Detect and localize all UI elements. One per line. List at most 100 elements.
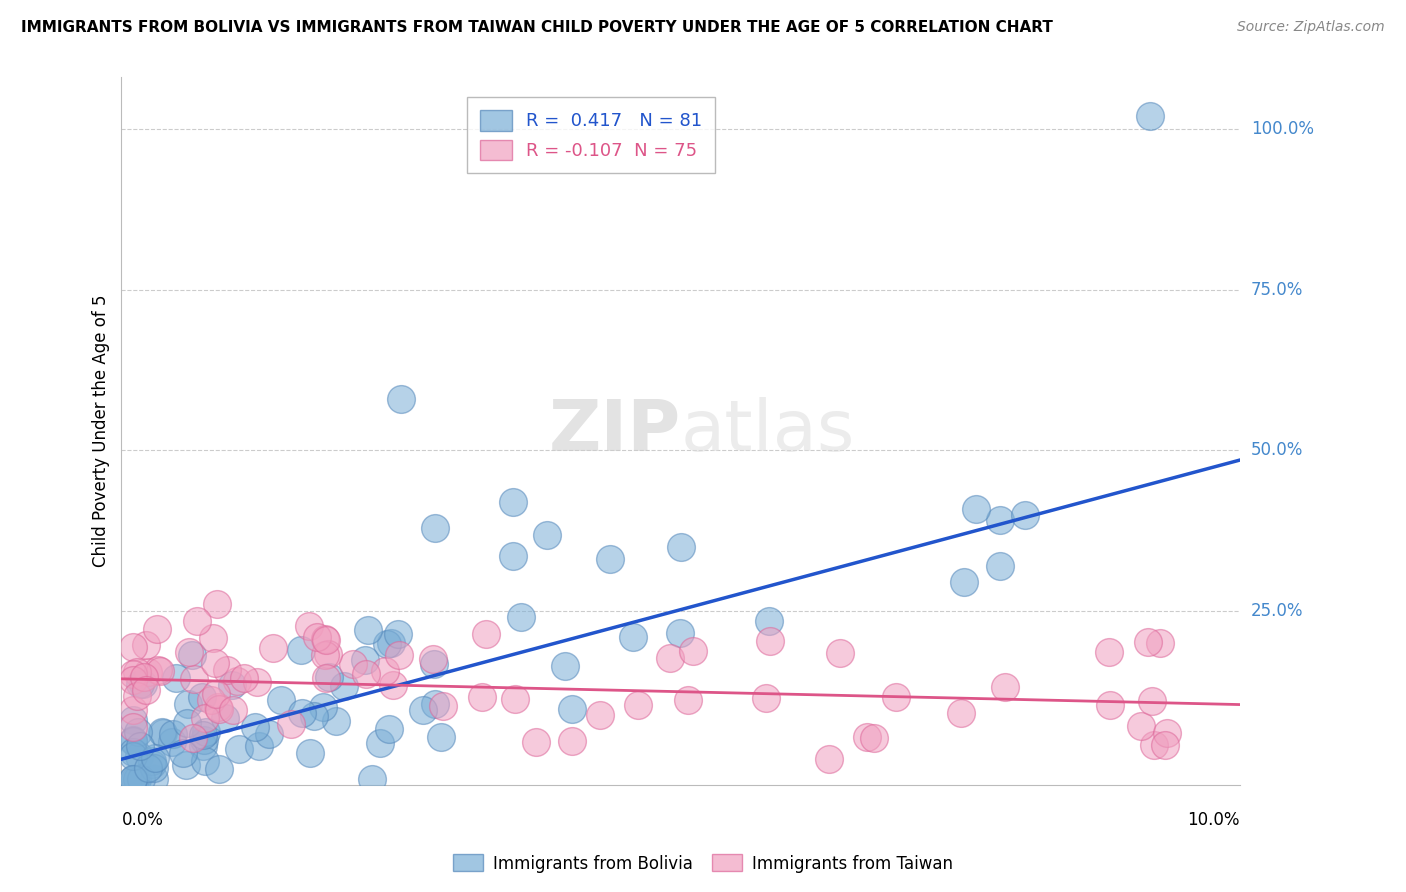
Point (1149, 636, 1171, 650)
Point (143, 750, 166, 764)
Point (128, 677, 150, 691)
Point (1129, 719, 1152, 733)
Point (121, 733, 143, 747)
Point (149, 665, 172, 679)
Point (314, 632, 336, 646)
Point (475, 627, 498, 641)
Point (270, 693, 292, 707)
Point (121, 666, 143, 681)
Point (1136, 635, 1159, 649)
Point (165, 671, 187, 685)
Point (1140, 693, 1163, 707)
Point (194, 754, 217, 768)
Point (430, 730, 453, 744)
Point (226, 673, 249, 688)
Point (524, 735, 547, 749)
Point (121, 673, 143, 688)
Text: ZIP: ZIP (548, 397, 681, 466)
Point (121, 772, 143, 786)
Point (121, 703, 143, 717)
Point (855, 730, 877, 744)
Point (755, 690, 778, 705)
Point (132, 677, 155, 691)
Point (195, 725, 218, 739)
Point (177, 698, 200, 712)
Point (191, 728, 214, 742)
Point (243, 720, 266, 734)
Point (176, 716, 198, 731)
Point (205, 687, 228, 701)
Point (193, 733, 215, 747)
Point (422, 652, 444, 666)
Point (377, 638, 399, 652)
Point (135, 638, 157, 652)
Point (222, 703, 245, 717)
Point (658, 650, 681, 665)
Point (949, 706, 972, 720)
Point (202, 631, 225, 645)
Point (387, 627, 409, 641)
Point (172, 747, 194, 761)
Point (325, 714, 347, 728)
Text: 10.0%: 10.0% (1187, 811, 1240, 829)
Point (124, 772, 146, 786)
Point (388, 648, 411, 662)
Point (298, 619, 321, 633)
Point (204, 657, 226, 671)
Point (503, 691, 526, 706)
Point (246, 674, 269, 689)
Point (174, 757, 197, 772)
Point (863, 731, 886, 745)
Point (536, 527, 558, 541)
Point (342, 657, 364, 671)
Point (315, 632, 337, 647)
Point (257, 727, 280, 741)
Point (502, 549, 524, 563)
Point (378, 722, 401, 736)
Point (361, 772, 384, 786)
Point (290, 643, 312, 657)
Point (315, 671, 337, 685)
Point (207, 597, 229, 611)
Text: 75.0%: 75.0% (1251, 281, 1303, 299)
Point (181, 648, 204, 663)
Point (121, 734, 143, 748)
Point (354, 653, 377, 667)
Point (214, 711, 236, 725)
Point (121, 745, 143, 759)
Point (554, 659, 576, 673)
Y-axis label: Child Poverty Under the Age of 5: Child Poverty Under the Age of 5 (93, 295, 110, 567)
Point (471, 690, 494, 705)
Point (162, 726, 184, 740)
Point (200, 693, 222, 707)
Point (965, 502, 987, 516)
Point (381, 677, 404, 691)
Point (1098, 645, 1121, 659)
Point (141, 757, 163, 772)
Point (423, 698, 446, 712)
Point (262, 641, 284, 656)
Point (127, 724, 149, 739)
Point (314, 648, 336, 663)
Point (828, 646, 851, 660)
Point (561, 734, 583, 748)
Point (142, 761, 165, 775)
Point (280, 716, 302, 731)
Point (953, 574, 976, 589)
Point (994, 680, 1017, 694)
Point (333, 679, 356, 693)
Point (141, 754, 163, 768)
Point (247, 739, 270, 753)
Point (990, 513, 1012, 527)
Point (1154, 738, 1177, 752)
Point (127, 690, 149, 704)
Point (312, 699, 335, 714)
Point (207, 700, 229, 714)
Point (669, 540, 692, 554)
Point (121, 720, 143, 734)
Point (623, 630, 645, 644)
Point (233, 671, 256, 685)
Point (122, 748, 145, 763)
Text: atlas: atlas (681, 397, 855, 466)
Point (682, 644, 704, 658)
